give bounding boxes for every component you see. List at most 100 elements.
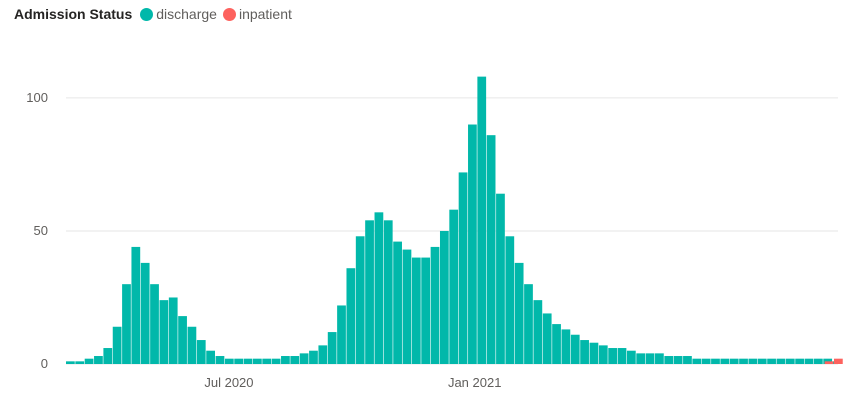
bar-discharge[interactable] bbox=[636, 353, 646, 364]
bar-discharge[interactable] bbox=[505, 236, 515, 364]
bar-discharge[interactable] bbox=[757, 358, 767, 364]
bar-discharge[interactable] bbox=[187, 326, 197, 364]
bar-discharge[interactable] bbox=[84, 358, 94, 364]
bar-discharge[interactable] bbox=[159, 300, 169, 364]
bar-discharge[interactable] bbox=[402, 249, 412, 364]
bar-discharge[interactable] bbox=[729, 358, 739, 364]
bar-inpatient[interactable] bbox=[833, 358, 843, 364]
y-tick-label: 0 bbox=[41, 356, 48, 371]
bar-discharge[interactable] bbox=[178, 316, 187, 364]
bar-discharge[interactable] bbox=[281, 356, 290, 364]
bar-discharge[interactable] bbox=[795, 358, 805, 364]
legend-title: Admission Status bbox=[14, 6, 133, 22]
bar-discharge[interactable] bbox=[486, 135, 496, 364]
bar-discharge[interactable] bbox=[785, 358, 795, 364]
bar-discharge[interactable] bbox=[215, 356, 225, 364]
bar-discharge[interactable] bbox=[365, 220, 374, 364]
bar-discharge[interactable] bbox=[131, 246, 141, 364]
bar-discharge[interactable] bbox=[318, 345, 328, 364]
bar-discharge[interactable] bbox=[776, 358, 786, 364]
bar-discharge[interactable] bbox=[608, 348, 618, 364]
bar-discharge[interactable] bbox=[664, 356, 674, 364]
bar-discharge[interactable] bbox=[140, 262, 150, 364]
bar-discharge[interactable] bbox=[346, 268, 356, 364]
bar-discharge[interactable] bbox=[374, 212, 384, 364]
legend-item-discharge[interactable]: discharge bbox=[140, 6, 217, 22]
bar-discharge[interactable] bbox=[355, 236, 365, 364]
bar-discharge[interactable] bbox=[692, 358, 702, 364]
bar-discharge[interactable] bbox=[224, 358, 234, 364]
bar-discharge[interactable] bbox=[411, 257, 421, 364]
bar-discharge[interactable] bbox=[701, 358, 711, 364]
x-axis-labels: Jul 2020 Jan 2021 bbox=[204, 375, 501, 390]
bar-discharge[interactable] bbox=[262, 358, 272, 364]
bar-discharge[interactable] bbox=[561, 329, 571, 364]
bar-discharge[interactable] bbox=[552, 324, 561, 364]
bar-discharge[interactable] bbox=[66, 361, 75, 364]
x-tick-label: Jan 2021 bbox=[448, 375, 502, 390]
bar-discharge[interactable] bbox=[683, 356, 692, 364]
inpatient-dot-icon bbox=[222, 7, 236, 21]
bar-discharge[interactable] bbox=[196, 340, 206, 364]
bar-discharge[interactable] bbox=[598, 345, 608, 364]
bar-discharge[interactable] bbox=[711, 358, 720, 364]
legend-label-inpatient: inpatient bbox=[238, 6, 292, 22]
bar-discharge[interactable] bbox=[94, 356, 103, 364]
bar-discharge[interactable] bbox=[458, 172, 468, 364]
bar-discharge[interactable] bbox=[430, 246, 440, 364]
bar-discharge[interactable] bbox=[290, 356, 300, 364]
legend-label-discharge: discharge bbox=[156, 6, 217, 22]
bar-discharge[interactable] bbox=[477, 76, 487, 364]
bar-discharge[interactable] bbox=[383, 220, 393, 364]
bar-discharge[interactable] bbox=[327, 332, 337, 364]
bar-discharge[interactable] bbox=[496, 193, 505, 364]
bar-discharge[interactable] bbox=[645, 353, 655, 364]
bar-discharge[interactable] bbox=[337, 305, 346, 364]
bar-discharge[interactable] bbox=[449, 209, 459, 364]
x-tick-label: Jul 2020 bbox=[204, 375, 253, 390]
y-axis-labels: 0 50 100 bbox=[26, 90, 48, 371]
bar-discharge[interactable] bbox=[252, 358, 262, 364]
chart-legend: Admission Status discharge inpatient bbox=[14, 4, 298, 24]
bar-discharge[interactable] bbox=[533, 300, 543, 364]
bar-discharge[interactable] bbox=[542, 313, 552, 364]
bar-discharge[interactable] bbox=[206, 350, 215, 364]
bar-discharge[interactable] bbox=[514, 262, 524, 364]
bar-discharge[interactable] bbox=[748, 358, 758, 364]
bar-discharge[interactable] bbox=[524, 284, 533, 364]
discharge-dot-icon bbox=[140, 7, 154, 21]
y-tick-label: 100 bbox=[26, 90, 48, 105]
bar-discharge[interactable] bbox=[767, 358, 776, 364]
bar-discharge[interactable] bbox=[234, 358, 244, 364]
bar-discharge[interactable] bbox=[150, 284, 159, 364]
bar-inpatient[interactable] bbox=[824, 361, 834, 364]
bar-discharge[interactable] bbox=[739, 358, 748, 364]
bar-discharge[interactable] bbox=[570, 334, 580, 364]
bar-discharge[interactable] bbox=[421, 257, 431, 364]
y-tick-label: 50 bbox=[34, 223, 48, 238]
bar-discharge[interactable] bbox=[804, 358, 814, 364]
bar-discharge[interactable] bbox=[589, 342, 599, 364]
bar-discharge[interactable] bbox=[122, 284, 131, 364]
bar-discharge[interactable] bbox=[75, 361, 85, 364]
bar-discharge[interactable] bbox=[813, 358, 823, 364]
bar-discharge[interactable] bbox=[299, 353, 309, 364]
bar-discharge[interactable] bbox=[112, 326, 122, 364]
bar-discharge[interactable] bbox=[271, 358, 281, 364]
bar-discharge[interactable] bbox=[439, 230, 449, 364]
bar-discharge[interactable] bbox=[655, 353, 664, 364]
bar-discharge[interactable] bbox=[393, 241, 402, 364]
bar-discharge[interactable] bbox=[673, 356, 683, 364]
bar-discharge[interactable] bbox=[580, 340, 589, 364]
bar-discharge[interactable] bbox=[626, 350, 636, 364]
bar-discharge[interactable] bbox=[103, 348, 113, 364]
bar-discharge[interactable] bbox=[243, 358, 253, 364]
bar-discharge[interactable] bbox=[468, 124, 477, 365]
bar-marks bbox=[66, 76, 843, 365]
bar-discharge[interactable] bbox=[617, 348, 627, 364]
bar-discharge[interactable] bbox=[720, 358, 730, 364]
legend-item-inpatient[interactable]: inpatient bbox=[222, 6, 292, 22]
bar-discharge[interactable] bbox=[168, 297, 178, 364]
bar-discharge[interactable] bbox=[309, 350, 318, 364]
